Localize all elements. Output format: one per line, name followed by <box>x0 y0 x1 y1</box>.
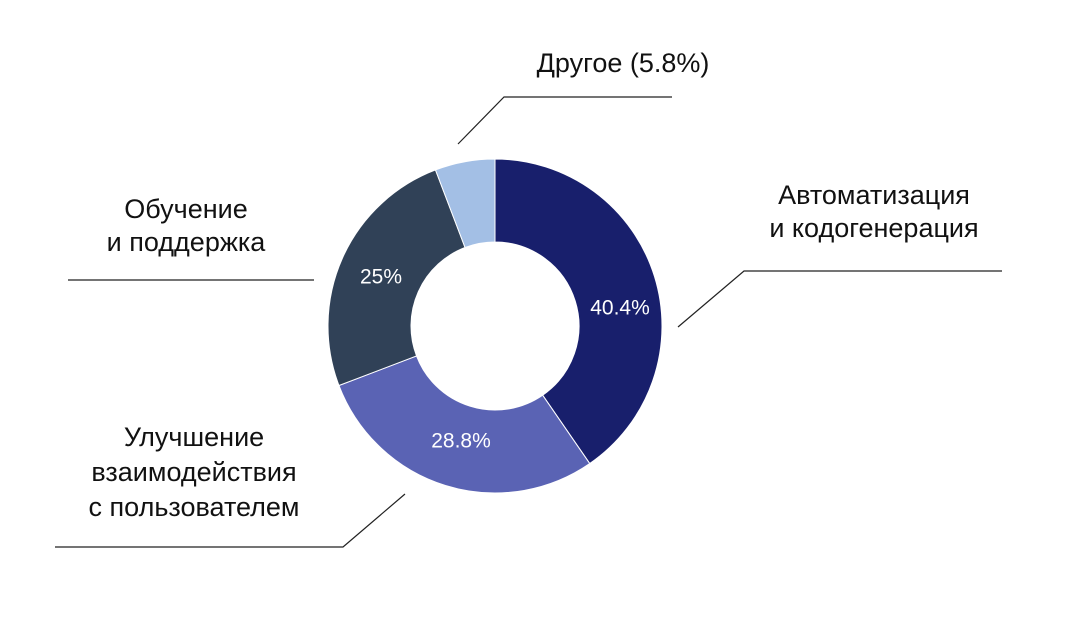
donut-slice <box>494 158 663 465</box>
leader-lines-group <box>55 96 1002 548</box>
slice-percent-label: 25% <box>360 266 402 289</box>
category-label-line: с пользователем <box>89 492 300 522</box>
category-label-line: Обучение <box>124 194 247 224</box>
percent-labels-group: 40.4% 28.8% 25% <box>360 266 650 453</box>
category-label: Обучение и поддержка <box>107 194 267 257</box>
slice-percent-label: 28.8% <box>431 430 491 453</box>
donut-slice <box>434 158 496 249</box>
donut-slice <box>338 355 591 494</box>
category-label-line: и поддержка <box>107 227 267 257</box>
slice-percent-label: 40.4% <box>590 297 650 320</box>
category-label-line: и кодогенерация <box>769 213 978 243</box>
category-labels-group: Автоматизация и кодогенерация Улучшение вза… <box>89 48 979 522</box>
category-label-line: Улучшение <box>124 422 264 452</box>
donut-slice <box>327 169 466 387</box>
leader-line <box>55 493 406 548</box>
category-label-line: Автоматизация <box>778 180 970 210</box>
category-label: Автоматизация и кодогенерация <box>769 180 978 243</box>
leader-line <box>677 270 1002 328</box>
category-label: Другое (5.8%) <box>537 48 710 78</box>
leader-line <box>457 96 672 145</box>
category-label-line: Другое (5.8%) <box>537 48 710 78</box>
category-label: Улучшение взаимодействия с пользователем <box>89 422 300 522</box>
category-label-line: взаимодействия <box>91 457 296 487</box>
slices-group <box>327 158 663 494</box>
